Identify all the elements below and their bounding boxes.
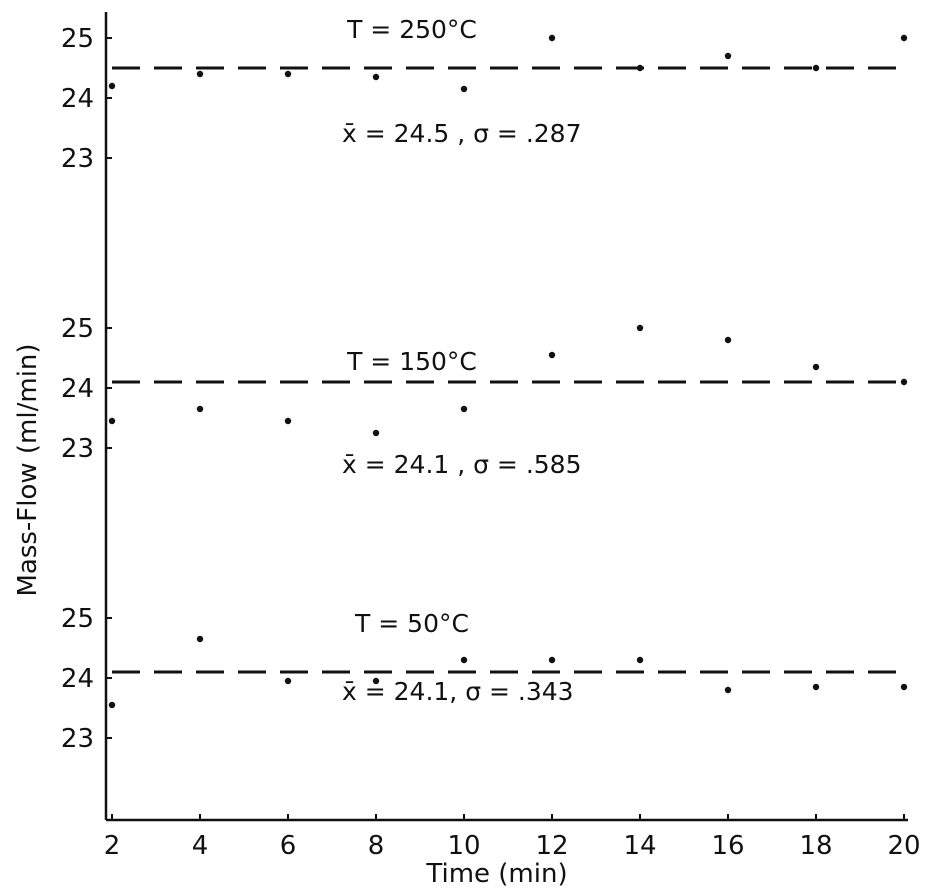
y-tick-label: 23 [61, 434, 94, 464]
data-point [724, 52, 732, 60]
data-point [372, 677, 380, 685]
x-tick-label: 10 [447, 831, 480, 861]
stats-label: x̄ = 24.1, σ = .343 [342, 677, 574, 706]
axes [104, 12, 908, 822]
data-point [636, 656, 644, 664]
data-point [196, 70, 204, 78]
x-tick-label: 14 [623, 831, 656, 861]
data-point [372, 429, 380, 437]
data-point [284, 677, 292, 685]
temperature-label: T = 250°C [346, 15, 477, 44]
data-point [108, 82, 116, 90]
x-tick-label: 16 [711, 831, 744, 861]
data-point [724, 336, 732, 344]
x-tick-label: 20 [887, 831, 920, 861]
data-point [460, 405, 468, 413]
data-point [460, 656, 468, 664]
x-tick-label: 8 [368, 831, 385, 861]
x-axis-title: Time (min) [425, 859, 567, 888]
data-point [284, 417, 292, 425]
data-point [812, 64, 820, 72]
data-point [636, 64, 644, 72]
x-tick-label: 2 [104, 831, 121, 861]
data-point [548, 656, 556, 664]
x-tick-label: 6 [280, 831, 297, 861]
temperature-label: T = 150°C [346, 347, 477, 376]
data-point [548, 34, 556, 42]
y-tick-label: 24 [61, 664, 94, 694]
y-tick-label: 23 [61, 144, 94, 174]
y-tick-label: 25 [61, 24, 94, 54]
panel-1: 23 24 25 T = 250°C x̄ = 24.5 , σ = .287 [61, 15, 908, 174]
data-point [196, 405, 204, 413]
data-point [460, 85, 468, 93]
panel-2: 23 24 25 T = 150°C x̄ = 24.1 , σ = .585 [61, 314, 908, 479]
y-tick-label: 25 [61, 604, 94, 634]
data-point [636, 324, 644, 332]
temperature-label: T = 50°C [354, 609, 469, 638]
x-tick-label: 4 [192, 831, 209, 861]
y-tick-label: 23 [61, 724, 94, 754]
y-tick-label: 25 [61, 314, 94, 344]
x-tick-label: 12 [535, 831, 568, 861]
data-point [812, 363, 820, 371]
x-tick-label: 18 [799, 831, 832, 861]
data-point [108, 701, 116, 709]
y-tick-label: 24 [61, 84, 94, 114]
data-point [284, 70, 292, 78]
data-point [196, 635, 204, 643]
data-point [812, 683, 820, 691]
data-point [548, 351, 556, 359]
data-point [372, 73, 380, 81]
stats-label: x̄ = 24.1 , σ = .585 [342, 450, 582, 479]
data-point [900, 683, 908, 691]
data-point [108, 417, 116, 425]
x-ticks: 2 4 6 8 10 12 14 16 18 20 [104, 814, 921, 861]
stats-label: x̄ = 24.5 , σ = .287 [342, 119, 582, 148]
y-axis-title: Mass-Flow (ml/min) [13, 343, 43, 596]
data-point [724, 686, 732, 694]
panel-3: 23 24 25 T = 50°C x̄ = 24.1, σ = .343 [61, 604, 908, 754]
data-point [900, 378, 908, 386]
data-point [900, 34, 908, 42]
y-tick-label: 24 [61, 374, 94, 404]
